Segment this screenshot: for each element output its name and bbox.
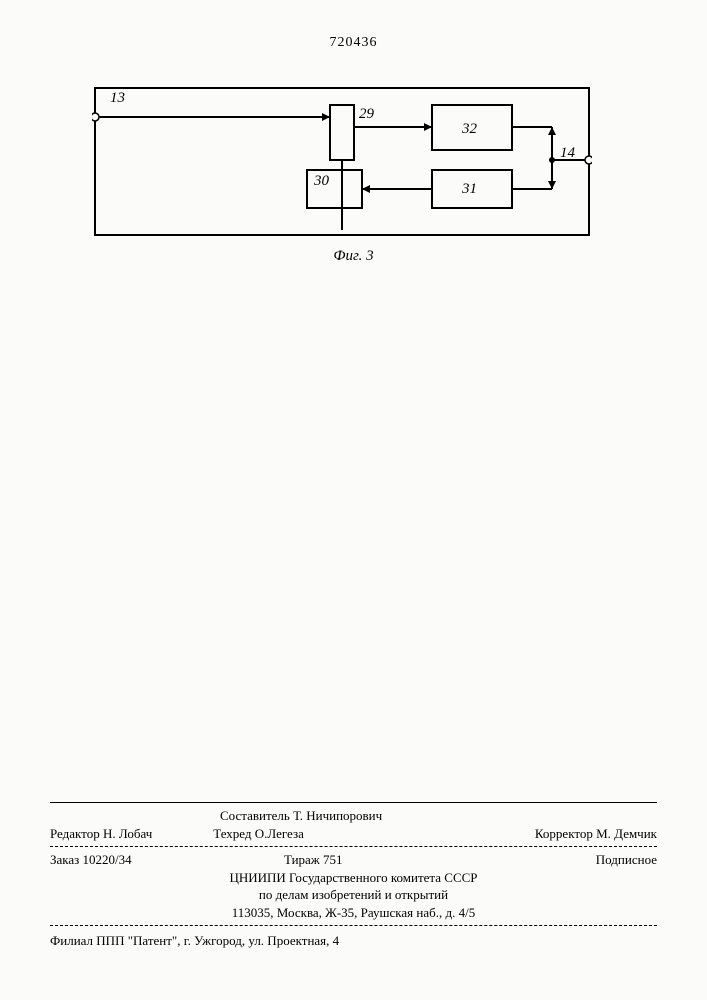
order-number: Заказ 10220/34 bbox=[50, 851, 210, 869]
diagram-svg: 13 15 14 29 30 31 32 bbox=[92, 85, 592, 245]
label-31: 31 bbox=[461, 181, 477, 197]
editor-label: Редактор Н. Лобач bbox=[50, 825, 210, 843]
arrow-up-right bbox=[548, 127, 556, 135]
address-line: 113035, Москва, Ж-35, Раушская наб., д. … bbox=[50, 904, 657, 922]
editor-line: Редактор Н. Лобач Техред О.Легеза Коррек… bbox=[50, 825, 657, 843]
divider-1 bbox=[50, 802, 657, 803]
techred-label: Техред О.Легеза bbox=[213, 825, 304, 843]
figure-3-diagram: 13 15 14 29 30 31 32 bbox=[92, 85, 592, 240]
terminal-15 bbox=[92, 113, 99, 121]
podpisnoe: Подписное bbox=[596, 851, 657, 869]
arrow-into-29 bbox=[322, 113, 330, 121]
document-number: 720436 bbox=[330, 35, 378, 51]
label-32: 32 bbox=[461, 121, 478, 137]
divider-3 bbox=[50, 925, 657, 926]
block-29 bbox=[330, 105, 354, 160]
figure-caption: Фиг. 3 bbox=[333, 248, 373, 265]
footer-block: Составитель Т. Ничипорович Редактор Н. Л… bbox=[50, 798, 657, 950]
tirazh: Тираж 751 bbox=[213, 851, 413, 869]
terminal-14 bbox=[585, 156, 592, 164]
arrow-down-right bbox=[548, 181, 556, 189]
divider-2 bbox=[50, 846, 657, 847]
label-29: 29 bbox=[359, 106, 375, 122]
corrector-label: Корректор М. Демчик bbox=[535, 825, 657, 843]
branch-line: Филиал ППП "Патент", г. Ужгород, ул. Про… bbox=[50, 932, 657, 950]
label-13: 13 bbox=[110, 90, 125, 106]
compiler-line: Составитель Т. Ничипорович bbox=[50, 807, 657, 825]
org-line-2: по делам изобретений и открытий bbox=[50, 886, 657, 904]
org-line-1: ЦНИИПИ Государственного комитета СССР bbox=[50, 869, 657, 887]
arrow-into-30 bbox=[362, 185, 370, 193]
order-line: Заказ 10220/34 Тираж 751 Подписное bbox=[50, 851, 657, 869]
patent-page: 720436 bbox=[0, 0, 707, 1000]
label-14: 14 bbox=[560, 145, 576, 161]
label-30: 30 bbox=[313, 173, 330, 189]
arrow-into-32 bbox=[424, 123, 432, 131]
